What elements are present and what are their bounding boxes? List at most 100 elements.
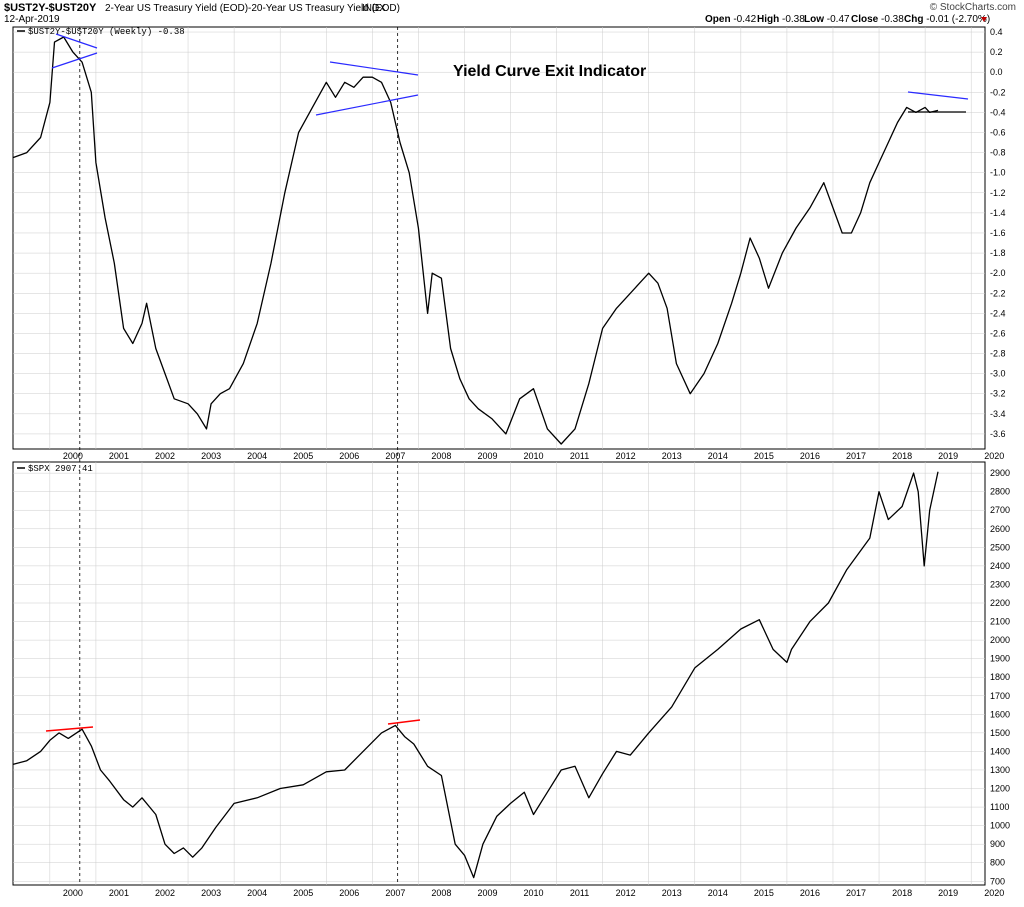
- chg-down-arrow-icon: [981, 17, 987, 22]
- trendline-2000-upper: [55, 33, 98, 49]
- y-tick-label: 2400: [990, 561, 1010, 571]
- y-tick-label: 2900: [990, 468, 1010, 478]
- trendline-2000-lower: [51, 52, 98, 69]
- y-tick-label: -2.4: [990, 308, 1006, 318]
- chart-annotation: Yield Curve Exit Indicator: [453, 63, 646, 80]
- bottom-panel-frame: [12, 461, 986, 886]
- x-tick-label: 2007: [385, 451, 405, 461]
- chart-exchange: INDX: [362, 3, 386, 14]
- trendline-2007-lower: [315, 94, 419, 116]
- bottom-y-axis: 2900 2800 2700 2600 2500 2400 2300 2200 2100 2000…: [990, 468, 1010, 886]
- svg-text:Chg -0.01 (-2.70%): Chg -0.01 (-2.70%): [904, 14, 990, 25]
- svg-text:Low -0.47: Low -0.47: [804, 14, 850, 25]
- x-tick-label: 2001: [109, 888, 129, 898]
- x-tick-label: 2018: [892, 451, 912, 461]
- trendline-2007-upper: [329, 61, 419, 76]
- x-tick-label: 2008: [431, 451, 451, 461]
- trendline-2019-upper: [907, 91, 969, 100]
- top-legend: $UST2Y-$UST20Y (Weekly) -0.38: [28, 27, 185, 37]
- x-tick-label: 2000: [63, 888, 83, 898]
- chart-symbol: $UST2Y-$UST20Y: [4, 2, 97, 14]
- y-tick-label: 1600: [990, 709, 1010, 719]
- x-tick-label: 2000: [63, 451, 83, 461]
- y-tick-label: -3.6: [990, 429, 1006, 439]
- y-tick-label: 1200: [990, 784, 1010, 794]
- x-tick-label: 2016: [800, 451, 820, 461]
- x-tick-label: 2013: [662, 451, 682, 461]
- y-tick-label: 2200: [990, 598, 1010, 608]
- x-tick-label: 2001: [109, 451, 129, 461]
- x-tick-label: 2011: [570, 888, 589, 898]
- x-tick-label: 2004: [247, 451, 267, 461]
- y-tick-label: 1900: [990, 654, 1010, 664]
- x-tick-label: 2006: [339, 451, 359, 461]
- x-tick-label: 2015: [754, 888, 774, 898]
- y-tick-label: -3.4: [990, 409, 1006, 419]
- y-tick-label: 1000: [990, 821, 1010, 831]
- x-tick-label: 2019: [938, 888, 958, 898]
- y-tick-label: 1100: [990, 802, 1009, 812]
- x-tick-label: 2010: [524, 888, 544, 898]
- chart-description: 2-Year US Treasury Yield (EOD)-20-Year U…: [105, 3, 400, 14]
- bottom-x-axis: 2000 2001 2002 2003 2004 2005 2006 2007 2008 2009…: [63, 888, 1004, 898]
- y-tick-label: 800: [990, 858, 1005, 868]
- y-tick-label: 0.0: [990, 67, 1003, 77]
- x-tick-label: 2019: [938, 451, 958, 461]
- x-tick-label: 2008: [431, 888, 451, 898]
- y-tick-label: 1300: [990, 765, 1010, 775]
- y-tick-label: 2100: [990, 617, 1010, 627]
- x-tick-label: 2012: [616, 888, 636, 898]
- svg-text:Open -0.42: Open -0.42: [705, 14, 757, 25]
- red-trendlines: [45, 719, 421, 732]
- bottom-legend: $SPX 2907.41: [28, 464, 93, 474]
- y-tick-label: 2300: [990, 579, 1010, 589]
- x-tick-label: 2017: [846, 451, 866, 461]
- x-tick-label: 2015: [754, 451, 774, 461]
- ohlc-readout: Open -0.42 High -0.38 Low -0.47 Close -0…: [705, 14, 990, 25]
- x-tick-label: 2013: [662, 888, 682, 898]
- y-tick-label: -1.8: [990, 248, 1006, 258]
- x-tick-label: 2016: [800, 888, 820, 898]
- x-tick-label: 2005: [293, 451, 313, 461]
- red-top-2007: [387, 719, 421, 725]
- spx-line: [12, 471, 939, 879]
- y-tick-label: -0.2: [990, 87, 1006, 97]
- y-tick-label: -0.6: [990, 128, 1006, 138]
- x-tick-label: 2006: [339, 888, 359, 898]
- y-tick-label: 1700: [990, 691, 1010, 701]
- x-tick-label: 2014: [708, 451, 728, 461]
- y-tick-label: -1.6: [990, 228, 1006, 238]
- x-tick-label: 2002: [155, 451, 175, 461]
- x-tick-label: 2007: [385, 888, 405, 898]
- x-tick-label: 2003: [201, 888, 221, 898]
- svg-text:Close -0.38: Close -0.38: [851, 14, 904, 25]
- x-tick-label: 2002: [155, 888, 175, 898]
- x-tick-label: 2010: [524, 451, 544, 461]
- x-tick-label: 2005: [293, 888, 313, 898]
- x-tick-label: 2020: [984, 888, 1004, 898]
- yield-spread-line: [12, 36, 939, 445]
- y-tick-label: 2800: [990, 487, 1010, 497]
- y-tick-label: 900: [990, 839, 1005, 849]
- svg-text:High -0.38: High -0.38: [757, 14, 805, 25]
- y-tick-label: 2000: [990, 635, 1010, 645]
- y-tick-label: -2.2: [990, 288, 1006, 298]
- bottom-grid: [13, 462, 985, 885]
- top-y-axis: 0.4 0.2 0.0 -0.2 -0.4 -0.6 -0.8 -1.0 -1.2 -1.4 -1.…: [990, 27, 1006, 439]
- blue-trendlines: [51, 33, 969, 116]
- x-tick-label: 2011: [570, 451, 589, 461]
- x-tick-label: 2014: [708, 888, 728, 898]
- y-tick-label: 0.2: [990, 47, 1003, 57]
- y-tick-label: 1500: [990, 728, 1010, 738]
- y-tick-label: -2.0: [990, 268, 1006, 278]
- y-tick-label: -3.0: [990, 369, 1006, 379]
- y-tick-label: 2600: [990, 524, 1010, 534]
- chart-date: 12-Apr-2019: [4, 14, 60, 25]
- y-tick-label: 700: [990, 876, 1005, 886]
- y-tick-label: -0.4: [990, 107, 1006, 117]
- y-tick-label: 2500: [990, 542, 1010, 552]
- y-tick-label: 2700: [990, 505, 1010, 515]
- x-tick-label: 2009: [477, 451, 497, 461]
- y-tick-label: -0.8: [990, 148, 1006, 158]
